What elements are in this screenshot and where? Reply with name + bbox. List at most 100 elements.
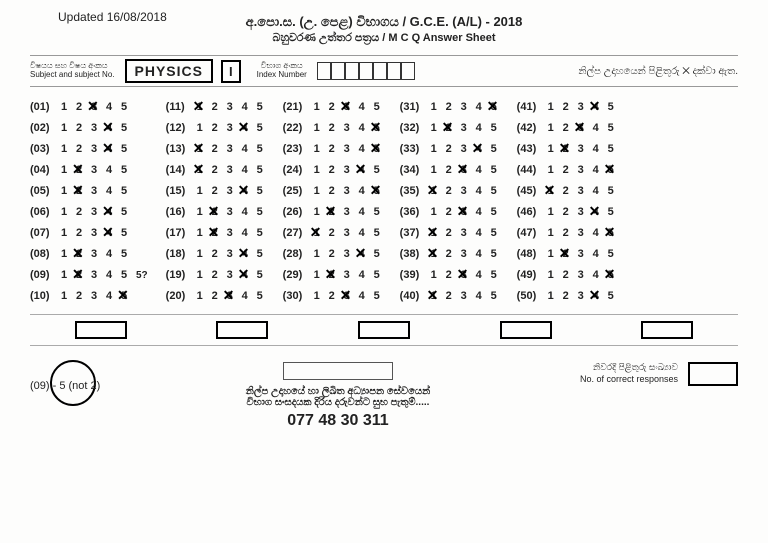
question-number: (25) (283, 185, 307, 197)
option: 2 (561, 164, 571, 176)
option-marked: 3 (342, 101, 352, 113)
phone-number: 077 48 30 311 (116, 412, 560, 430)
option: 4 (104, 185, 114, 197)
option: 2 (561, 185, 571, 197)
option: 2 (210, 101, 220, 113)
option-marked: 2 (74, 164, 84, 176)
option: 3 (576, 227, 586, 239)
option: 2 (561, 227, 571, 239)
option-marked: 1 (195, 164, 205, 176)
option: 5 (372, 101, 382, 113)
option: 2 (327, 164, 337, 176)
option-marked: 2 (210, 227, 220, 239)
answer-row: (16)12345 (166, 206, 265, 218)
option: 5 (119, 122, 129, 134)
option: 3 (342, 269, 352, 281)
option: 4 (474, 290, 484, 302)
question-number: (37) (400, 227, 424, 239)
question-number: (30) (283, 290, 307, 302)
option: 3 (459, 227, 469, 239)
option: 1 (195, 206, 205, 218)
option: 2 (327, 227, 337, 239)
question-number: (07) (30, 227, 54, 239)
answer-row: (31)12345 (400, 101, 499, 113)
option: 3 (225, 269, 235, 281)
question-number: (26) (283, 206, 307, 218)
option: 1 (546, 206, 556, 218)
option: 5 (255, 269, 265, 281)
option: 3 (459, 248, 469, 260)
index-cell (331, 62, 345, 80)
question-number: (11) (166, 101, 190, 113)
option: 3 (89, 143, 99, 155)
option: 4 (591, 227, 601, 239)
option: 3 (225, 164, 235, 176)
option: 3 (89, 248, 99, 260)
option-marked: 4 (240, 185, 250, 197)
option: 4 (357, 143, 367, 155)
question-number: (09) (30, 269, 54, 281)
option: 3 (225, 248, 235, 260)
answer-row: (25)12345 (283, 185, 382, 197)
answer-row: (43)12345 (517, 143, 616, 155)
question-number: (47) (517, 227, 541, 239)
option-marked: 2 (444, 122, 454, 134)
question-number: (27) (283, 227, 307, 239)
option: 2 (561, 290, 571, 302)
answer-row: (04)12345 (30, 164, 148, 176)
option: 3 (225, 185, 235, 197)
answer-row: (06)12345 (30, 206, 148, 218)
question-number: (12) (166, 122, 190, 134)
answer-row: (28)12345 (283, 248, 382, 260)
index-cell (345, 62, 359, 80)
option-marked: 5 (606, 227, 616, 239)
answer-column: (21)12345(22)12345(23)12345(24)12345(25)… (283, 101, 382, 302)
option: 3 (225, 227, 235, 239)
option: 4 (474, 248, 484, 260)
option: 1 (59, 290, 69, 302)
option-marked: 5 (606, 164, 616, 176)
answer-row: (44)12345 (517, 164, 616, 176)
option: 5 (372, 269, 382, 281)
option: 2 (210, 164, 220, 176)
option: 3 (225, 101, 235, 113)
option: 1 (429, 206, 439, 218)
answer-row: (46)12345 (517, 206, 616, 218)
option: 5 (372, 227, 382, 239)
option: 5 (606, 143, 616, 155)
option: 4 (104, 164, 114, 176)
footer-line-2: විභාග සංසදයක දිරිය දරුවන්ට සුභ පැතුම්...… (116, 397, 560, 408)
option: 4 (474, 206, 484, 218)
answer-column: (41)12345(42)12345(43)12345(44)12345(45)… (517, 101, 616, 302)
option: 3 (89, 227, 99, 239)
option-marked: 1 (195, 143, 205, 155)
option: 1 (195, 122, 205, 134)
option: 5 (606, 206, 616, 218)
option: 5 (255, 206, 265, 218)
answer-row: (23)12345 (283, 143, 382, 155)
option-marked: 2 (210, 206, 220, 218)
option-marked: 3 (459, 269, 469, 281)
option-marked: 5 (372, 185, 382, 197)
option-marked: 1 (546, 185, 556, 197)
option-marked: 4 (474, 143, 484, 155)
option: 5 (255, 122, 265, 134)
question-number: (15) (166, 185, 190, 197)
option: 4 (591, 122, 601, 134)
answer-row: (37)12345 (400, 227, 499, 239)
option: 3 (576, 164, 586, 176)
option: 5 (489, 122, 499, 134)
answer-row: (07)12345 (30, 227, 148, 239)
option: 4 (240, 290, 250, 302)
question-number: (02) (30, 122, 54, 134)
option: 5 (119, 185, 129, 197)
option: 3 (576, 206, 586, 218)
option: 5 (372, 290, 382, 302)
option-marked: 2 (561, 248, 571, 260)
option-marked: 3 (89, 101, 99, 113)
option: 3 (89, 164, 99, 176)
question-number: (18) (166, 248, 190, 260)
answer-row: (41)12345 (517, 101, 616, 113)
answer-row: (17)12345 (166, 227, 265, 239)
option: 3 (342, 185, 352, 197)
